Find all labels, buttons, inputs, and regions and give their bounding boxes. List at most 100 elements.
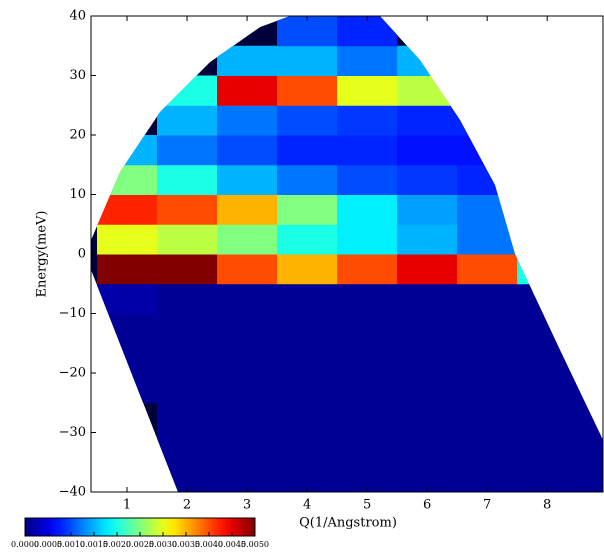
x-tick-label: 5 bbox=[363, 498, 371, 513]
heat-cell bbox=[217, 105, 278, 136]
heat-cell bbox=[457, 135, 518, 166]
heat-cell bbox=[277, 105, 338, 136]
y-tick-label: 30 bbox=[69, 68, 86, 83]
heat-cell bbox=[217, 373, 278, 404]
x-tick-label: 2 bbox=[183, 498, 191, 513]
heat-cell bbox=[217, 432, 278, 463]
heat-cell bbox=[157, 313, 218, 344]
heat-cell bbox=[277, 135, 338, 166]
colorbar-tick-label: 0.0010 bbox=[57, 540, 85, 549]
heat-cell bbox=[397, 402, 458, 433]
heat-cell bbox=[217, 402, 278, 433]
heat-cell bbox=[217, 194, 278, 225]
colorbar-tick-label: 0.0040 bbox=[195, 540, 223, 549]
heat-cell bbox=[457, 343, 518, 374]
colorbar-tick-label: 0.0050 bbox=[241, 540, 269, 549]
heat-cell bbox=[517, 164, 578, 195]
heat-cell bbox=[517, 135, 578, 166]
heat-cell bbox=[577, 373, 603, 404]
heat-cell bbox=[277, 402, 338, 433]
y-tick-label: 20 bbox=[69, 128, 86, 143]
heat-cell bbox=[457, 75, 518, 106]
heat-cell bbox=[337, 75, 398, 106]
heat-cell bbox=[397, 75, 458, 106]
heat-cell bbox=[217, 283, 278, 314]
x-axis-label: Q(1/Angstrom) bbox=[299, 516, 397, 531]
heat-cell bbox=[157, 194, 218, 225]
heat-cell bbox=[97, 194, 158, 225]
colorbar-tick-label: 0.0015 bbox=[80, 540, 108, 549]
heat-cell bbox=[337, 432, 398, 463]
heat-cell bbox=[457, 224, 518, 255]
colorbar-tick-label: 0.0020 bbox=[103, 540, 131, 549]
heat-cell bbox=[217, 75, 278, 106]
heat-cell bbox=[397, 343, 458, 374]
heat-cell bbox=[397, 135, 458, 166]
heat-cell bbox=[217, 343, 278, 374]
heat-cell bbox=[277, 75, 338, 106]
heat-cell bbox=[157, 432, 218, 463]
heat-cell bbox=[397, 45, 458, 76]
heat-cell bbox=[517, 402, 578, 433]
heat-cell bbox=[457, 283, 518, 314]
heat-cell bbox=[397, 313, 458, 344]
heat-cell bbox=[337, 373, 398, 404]
heat-cell bbox=[157, 373, 218, 404]
colorbar-tick-label: 0.0000 bbox=[11, 540, 39, 549]
heat-cell bbox=[277, 224, 338, 255]
y-tick-label: 10 bbox=[69, 187, 86, 202]
heat-cell bbox=[277, 432, 338, 463]
y-axis-label: Energy(meV) bbox=[35, 211, 50, 298]
heat-cell bbox=[397, 224, 458, 255]
x-tick-label: 1 bbox=[123, 498, 131, 513]
heat-cell bbox=[517, 224, 578, 255]
heat-cell bbox=[337, 313, 398, 344]
x-tick-label: 8 bbox=[543, 498, 551, 513]
x-tick-label: 6 bbox=[423, 498, 431, 513]
heat-cell bbox=[397, 254, 458, 285]
heat-cell bbox=[277, 283, 338, 314]
heat-cell bbox=[157, 283, 218, 314]
heat-cell bbox=[97, 373, 158, 404]
heat-cell bbox=[97, 224, 158, 255]
heat-cell bbox=[577, 402, 603, 433]
heat-cell bbox=[157, 75, 218, 106]
heat-cell bbox=[97, 283, 158, 314]
heat-cell bbox=[397, 432, 458, 463]
colorbar-tick-label: 0.0045 bbox=[218, 540, 246, 549]
colorbar-tick-label: 0.0035 bbox=[172, 540, 200, 549]
heat-cell bbox=[457, 194, 518, 225]
heat-cell bbox=[337, 194, 398, 225]
heat-cell bbox=[337, 343, 398, 374]
heat-cell bbox=[97, 164, 158, 195]
x-tick-label: 4 bbox=[303, 498, 311, 513]
heat-cell bbox=[457, 432, 518, 463]
heat-cell bbox=[397, 373, 458, 404]
heat-cell bbox=[397, 194, 458, 225]
colorbar-tick-label: 0.0005 bbox=[34, 540, 62, 549]
heatmap bbox=[91, 16, 603, 492]
heat-cell bbox=[217, 254, 278, 285]
heat-cell bbox=[157, 254, 218, 285]
heat-cell bbox=[337, 254, 398, 285]
heat-cell bbox=[157, 224, 218, 255]
heat-cell bbox=[97, 343, 158, 374]
x-tick-label: 3 bbox=[243, 498, 251, 513]
heat-cell bbox=[517, 313, 578, 344]
heat-cell bbox=[277, 373, 338, 404]
heat-cell bbox=[337, 164, 398, 195]
y-tick-label: −30 bbox=[59, 425, 86, 440]
heat-cell bbox=[157, 105, 218, 136]
heat-cell bbox=[97, 135, 158, 166]
heat-cell bbox=[457, 402, 518, 433]
heat-cell bbox=[337, 105, 398, 136]
heat-cell bbox=[157, 135, 218, 166]
heat-cell bbox=[277, 194, 338, 225]
heat-cell bbox=[277, 343, 338, 374]
heat-cell bbox=[397, 164, 458, 195]
x-tick-label: 7 bbox=[483, 498, 491, 513]
heat-cell bbox=[277, 16, 338, 47]
heat-cell bbox=[517, 373, 578, 404]
heat-cell bbox=[457, 105, 518, 136]
